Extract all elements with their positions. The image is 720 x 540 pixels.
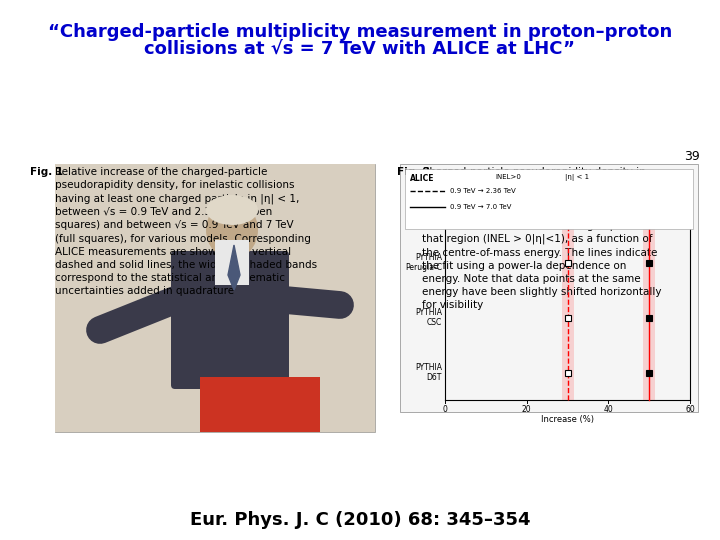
Bar [215, 240, 249, 285]
Ellipse shape [206, 195, 258, 225]
Text: Eur. Phys. J. C (2010) 68: 345–354: Eur. Phys. J. C (2010) 68: 345–354 [190, 511, 530, 529]
Text: ALICE: ALICE [410, 174, 434, 183]
Bar [643, 180, 655, 400]
Text: Charged-particle pseudorapidity density in
the central pseudorapidity region |η|: Charged-particle pseudorapidity density … [422, 167, 664, 310]
Bar [562, 180, 574, 400]
Ellipse shape [206, 201, 258, 259]
Text: 60: 60 [685, 405, 695, 414]
Text: PYTHIA
CSC: PYTHIA CSC [415, 308, 442, 327]
Text: Fig. 1: Fig. 1 [30, 167, 67, 177]
Bar [400, 164, 698, 412]
Text: collisions at √s = 7 TeV with ALICE at LHC”: collisions at √s = 7 TeV with ALICE at L… [145, 40, 575, 58]
Text: |η| < 1: |η| < 1 [565, 174, 589, 181]
Text: 20: 20 [522, 405, 531, 414]
Text: INEL>0: INEL>0 [495, 174, 521, 180]
Text: 0.9 TeV → 7.0 TeV: 0.9 TeV → 7.0 TeV [450, 204, 511, 210]
Text: 0.9 TeV → 2.36 TeV: 0.9 TeV → 2.36 TeV [450, 188, 516, 194]
Bar [200, 377, 320, 432]
Text: PJET: PJET [426, 203, 442, 212]
Text: 39: 39 [684, 150, 700, 163]
Text: Fig. 2: Fig. 2 [397, 167, 433, 177]
Text: PYTHIA
D6T: PYTHIA D6T [415, 363, 442, 382]
Bar [55, 164, 375, 432]
Text: Relative increase of the charged-particle
pseudorapidity density, for inelastic : Relative increase of the charged-particl… [55, 167, 317, 296]
Text: PYTHIA
Perugia-C: PYTHIA Perugia-C [405, 253, 442, 272]
Bar [405, 169, 693, 229]
Text: “Charged-particle multiplicity measurement in proton–proton: “Charged-particle multiplicity measureme… [48, 23, 672, 41]
Bar [55, 164, 375, 432]
Text: Increase (%): Increase (%) [541, 415, 594, 424]
Polygon shape [228, 245, 240, 290]
FancyBboxPatch shape [171, 251, 289, 389]
Text: 0: 0 [443, 405, 447, 414]
Text: 40: 40 [603, 405, 613, 414]
